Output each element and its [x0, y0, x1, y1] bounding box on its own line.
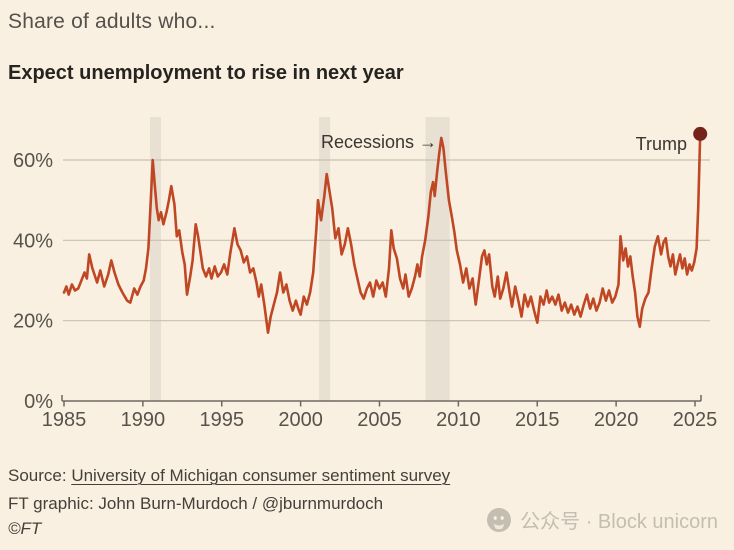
- chart-title: Expect unemployment to rise in next year: [8, 62, 404, 84]
- x-tick-label: 2020: [594, 409, 639, 431]
- source-link[interactable]: University of Michigan consumer sentimen…: [71, 466, 451, 485]
- x-tick-label: 1995: [200, 409, 245, 431]
- recession-band: [149, 117, 162, 401]
- y-tick-label: 20%: [13, 311, 53, 333]
- source-line: Source: University of Michigan consumer …: [8, 466, 450, 486]
- watermark: 公众号 · Block unicorn: [486, 505, 718, 534]
- x-tick-label: 2005: [357, 409, 402, 431]
- ft-copyright: ©FT: [8, 519, 42, 538]
- x-tick-label: 2025: [673, 409, 718, 431]
- wechat-icon: [487, 507, 512, 532]
- x-tick-label: 2015: [515, 409, 560, 431]
- chart-kicker: Share of adults who...: [8, 10, 216, 33]
- trump-annotation: Trump: [635, 134, 687, 154]
- x-tick-label: 1985: [42, 409, 87, 431]
- source-prefix: Source:: [8, 466, 72, 485]
- y-tick-label: 60%: [13, 150, 53, 172]
- x-tick-label: 2010: [436, 409, 481, 431]
- credit-line: FT graphic: John Burn-Murdoch / @jburnmu…: [8, 494, 384, 513]
- line-series: [62, 132, 702, 334]
- y-tick-label: 0%: [24, 391, 53, 413]
- x-tick-label: 1990: [121, 409, 166, 431]
- watermark-text: 公众号 · Block unicorn: [520, 511, 718, 533]
- recession-band: [319, 117, 331, 401]
- trump-end-dot: [693, 126, 708, 141]
- x-tick-label: 2000: [278, 409, 323, 431]
- y-tick-label: 40%: [13, 230, 53, 252]
- recessions-annotation: Recessions →: [320, 132, 437, 152]
